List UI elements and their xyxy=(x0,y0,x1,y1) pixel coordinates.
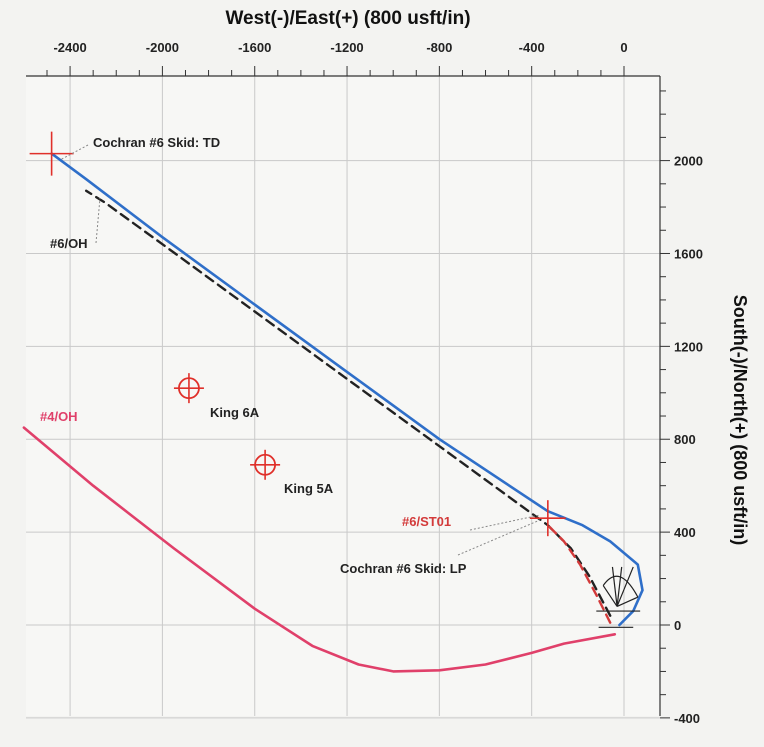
y-tick-label: 2000 xyxy=(674,154,703,169)
slot-line xyxy=(616,566,634,607)
target-td xyxy=(29,131,74,176)
label-king-5a: King 5A xyxy=(284,481,334,496)
label-6-st01: #6/ST01 xyxy=(402,514,451,529)
slot-line xyxy=(616,596,639,607)
x-tick-label: -2400 xyxy=(53,40,86,55)
x-tick-label: 0 xyxy=(620,40,627,55)
axes: -2400 -2000 -1600 -1200 -800 -400 0 2000 1600 120… xyxy=(26,40,703,726)
label-6-oh: #6/OH xyxy=(50,236,88,251)
slot-line xyxy=(611,566,618,607)
y-tick-label: 1200 xyxy=(674,339,703,354)
x-tick-label: -1200 xyxy=(330,40,363,55)
x-tick-label: -800 xyxy=(426,40,452,55)
x-tick-label: -400 xyxy=(519,40,545,55)
leader-oh xyxy=(95,197,101,244)
target-king-5a xyxy=(250,449,281,480)
y-tick-label: 0 xyxy=(674,618,681,633)
label-4-oh: #4/OH xyxy=(40,409,78,424)
plot-area xyxy=(26,76,660,716)
series-line-1 xyxy=(85,189,612,617)
label-king-6a: King 6A xyxy=(210,405,260,420)
targets xyxy=(29,131,566,537)
y-tick-label: 400 xyxy=(674,525,696,540)
annotations: Cochran #6 Skid: TD #6/OH #4/OH King 6A King… xyxy=(40,135,541,576)
slot-line xyxy=(616,566,623,607)
target-lp xyxy=(529,500,566,537)
y-axis-title: South(-)/North(+) (800 usft/in) xyxy=(730,295,750,545)
series-line-3 xyxy=(22,426,617,673)
target-king-6a xyxy=(173,373,204,404)
x-tick-label: -2000 xyxy=(146,40,179,55)
y-tick-label: -400 xyxy=(674,711,700,726)
series-line-2 xyxy=(546,524,612,624)
x-tick-label: -1600 xyxy=(238,40,271,55)
leader-lp xyxy=(457,519,541,556)
slot-line xyxy=(602,585,618,607)
y-tick-label: 1600 xyxy=(674,246,703,261)
slot-arc xyxy=(602,575,639,598)
grid xyxy=(26,76,660,719)
y-tick-label: 800 xyxy=(674,432,696,447)
x-axis-title: West(-)/East(+) (800 usft/in) xyxy=(225,8,470,29)
slot-symbol xyxy=(596,566,641,628)
label-lp: Cochran #6 Skid: LP xyxy=(340,561,467,576)
label-td: Cochran #6 Skid: TD xyxy=(93,135,220,150)
leader-td xyxy=(59,144,89,161)
